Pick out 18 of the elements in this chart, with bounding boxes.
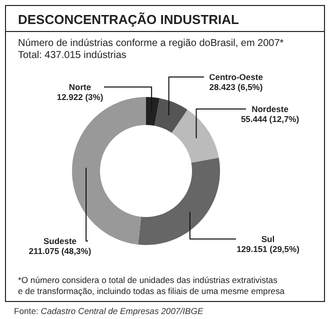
text: *O número considera o total de unidades das indústrias extrativistas e de transformação, incluindo todas as filiais de uma mesme empresa (18, 275, 285, 296)
data-label: 211.075 (48,3%) (28, 246, 92, 256)
donut-slice (138, 158, 220, 245)
slice-label: Centro-Oeste (209, 72, 264, 82)
chart-title: DESCONCENTRAÇÃO INDUSTRIAL (18, 12, 240, 27)
data-label: 12.922 (3%) (56, 92, 104, 102)
data-label: 129.151 (29,5%) (236, 244, 300, 254)
donut-slice (146, 97, 160, 126)
slice-label: Sul (261, 234, 275, 244)
source-note: Fonte: Cadastro Central de Empresas 2007/IBGE (14, 306, 204, 316)
data-label: 28.423 (6,5%) (209, 82, 263, 92)
slice-label: Sudeste (43, 236, 77, 246)
data-label: 55.444 (12,7%) (240, 114, 300, 124)
donut-slice (154, 98, 188, 133)
chart-subtitle: Número de indústrias conforme a região doBrasil, em 2007* Total: 437.015 indústrias (18, 38, 284, 61)
donut-slice (172, 110, 219, 163)
slice-label: Norte (68, 82, 92, 92)
slice-label: Nordeste (252, 104, 289, 114)
